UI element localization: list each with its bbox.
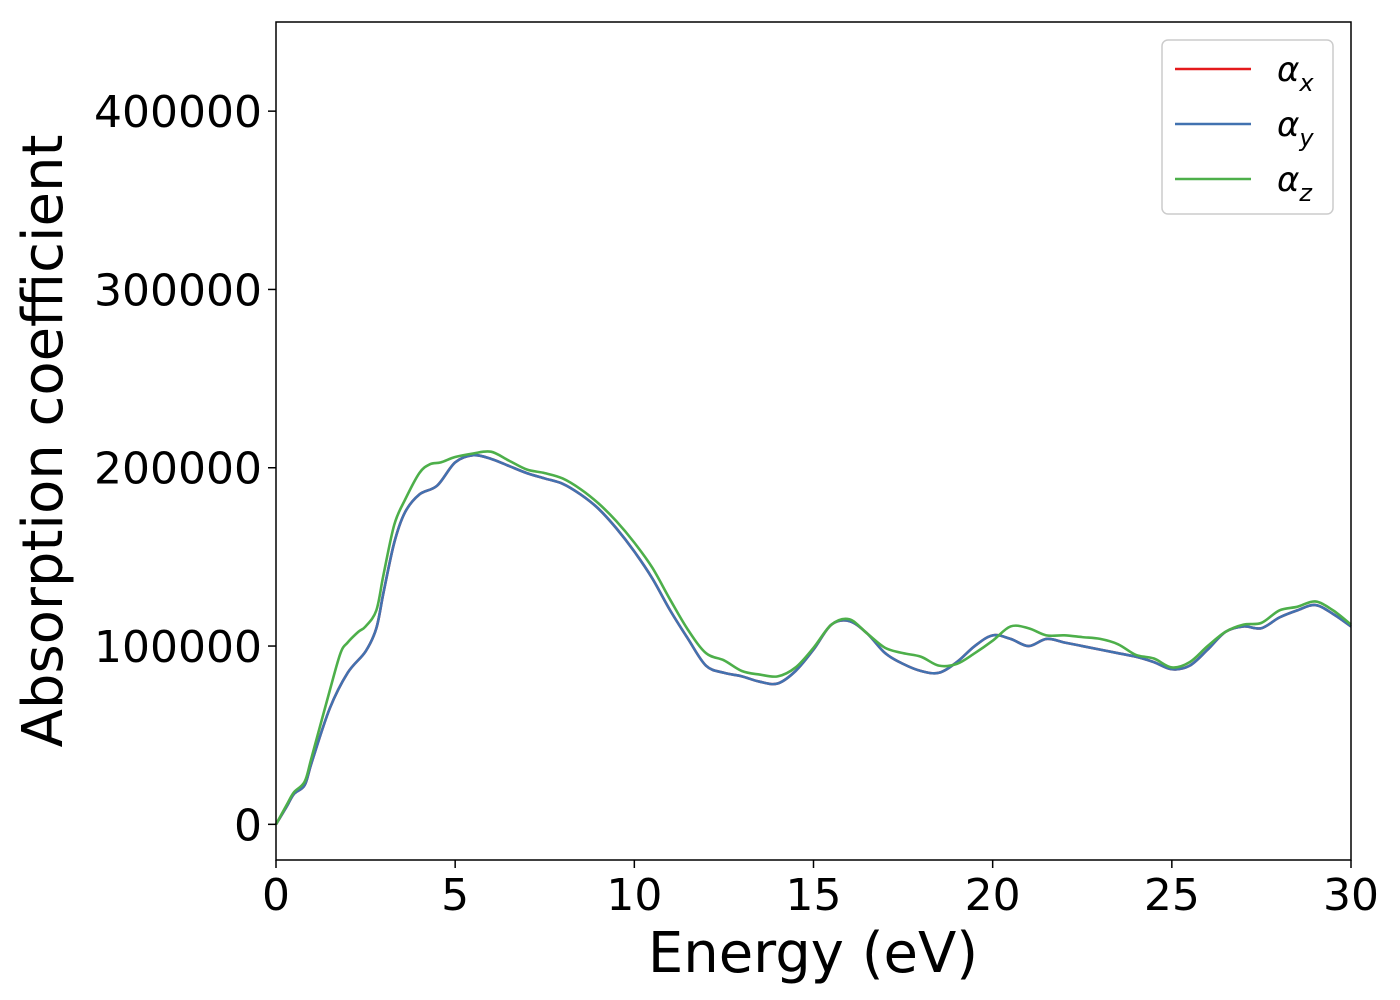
legend-symbol: α [1277,105,1299,145]
legend-box [1161,39,1334,215]
series-line-α_z [274,450,1352,825]
y-tick-label: 100000 [94,622,262,673]
x-tick-label: 15 [786,870,842,921]
x-tick-label: 5 [441,870,469,921]
x-axis-label: Energy (eV) [648,921,978,986]
y-axis-label: Absorption coefficient [11,135,76,748]
x-tick-label: 20 [965,870,1021,921]
legend-subscript: y [1298,124,1314,152]
legend-symbol: α [1277,160,1299,200]
legend-label: αz [1277,160,1313,207]
y-tick-label: 300000 [94,265,262,316]
series-layer [274,450,1352,826]
x-tick-label: 30 [1323,870,1379,921]
x-tick-label: 25 [1144,870,1200,921]
legend-symbol: α [1277,50,1299,90]
series-line-α_y [274,453,1352,826]
legend-subscript: x [1298,69,1314,97]
legend-subscript: z [1298,179,1313,207]
y-tick-label: 200000 [94,444,262,495]
x-axis: 0 5 10 15 20 25 30 [262,860,1379,921]
y-tick-label: 0 [234,800,262,851]
legend-label: αy [1277,105,1314,152]
x-tick-label: 0 [262,870,290,921]
x-tick-label: 10 [606,870,662,921]
y-axis: 0 100000 200000 300000 400000 [94,87,276,851]
legend-label: αx [1277,50,1314,97]
y-tick-label: 400000 [94,87,262,138]
